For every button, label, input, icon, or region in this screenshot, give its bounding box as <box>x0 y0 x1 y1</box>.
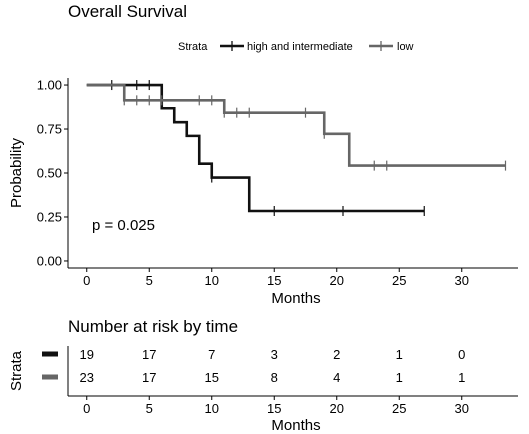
risk-table-strata-label: Strata <box>8 350 25 391</box>
risk-count: 19 <box>80 347 94 362</box>
x-tick-label: 10 <box>205 273 219 288</box>
risk-x-tick-label: 15 <box>267 401 281 416</box>
risk-count: 17 <box>142 347 156 362</box>
x-tick-label: 0 <box>83 273 90 288</box>
x-tick-label: 15 <box>267 273 281 288</box>
survival-curve-high-intermediate <box>86 83 425 213</box>
risk-count: 7 <box>208 347 215 362</box>
risk-count: 1 <box>396 370 403 385</box>
risk-table-x-label: Months <box>271 417 320 434</box>
risk-x-tick-label: 25 <box>392 401 406 416</box>
x-tick-label: 5 <box>146 273 153 288</box>
chart-title: Overall Survival <box>68 2 187 21</box>
risk-count: 2 <box>333 347 340 362</box>
risk-count: 15 <box>205 370 219 385</box>
risk-count: 3 <box>271 347 278 362</box>
y-tick-label: 0.00 <box>37 253 62 268</box>
survival-curve-low <box>86 83 506 167</box>
x-tick-label: 20 <box>330 273 344 288</box>
risk-count: 8 <box>271 370 278 385</box>
y-axis-label: Probability <box>8 137 25 208</box>
risk-count: 17 <box>142 370 156 385</box>
survival-curves <box>86 80 507 216</box>
y-tick-label: 0.75 <box>37 122 62 137</box>
risk-x-tick-label: 5 <box>146 401 153 416</box>
risk-count: 0 <box>458 347 465 362</box>
y-tick-label: 0.50 <box>37 166 62 181</box>
y-tick-label: 0.25 <box>37 209 62 224</box>
legend-label-high: high and intermediate <box>247 41 353 53</box>
p-value-annotation: p = 0.025 <box>92 217 155 234</box>
risk-x-tick-label: 10 <box>205 401 219 416</box>
risk-x-tick-label: 30 <box>455 401 469 416</box>
y-tick-label: 1.00 <box>37 78 62 93</box>
risk-count: 23 <box>80 370 94 385</box>
y-axis-ticks: 0.00 0.25 0.50 0.75 1.00 <box>37 78 68 268</box>
risk-count: 1 <box>458 370 465 385</box>
x-tick-label: 30 <box>455 273 469 288</box>
risk-table-rows: 19 17 7 3 2 1 0 23 17 15 8 4 1 1 <box>42 347 465 385</box>
legend: Strata high and intermediate low <box>178 41 414 53</box>
risk-x-tick-label: 0 <box>83 401 90 416</box>
legend-title: Strata <box>178 41 208 53</box>
x-tick-label: 25 <box>392 273 406 288</box>
risk-count: 1 <box>396 347 403 362</box>
x-axis-ticks: 0 5 10 15 20 25 30 <box>83 268 469 288</box>
risk-x-tick-label: 20 <box>330 401 344 416</box>
legend-label-low: low <box>397 41 414 53</box>
risk-table-title: Number at risk by time <box>68 317 238 336</box>
risk-table-x-ticks: 0 5 10 15 20 25 30 <box>83 396 469 416</box>
x-axis-label: Months <box>271 290 320 307</box>
risk-count: 4 <box>333 370 340 385</box>
